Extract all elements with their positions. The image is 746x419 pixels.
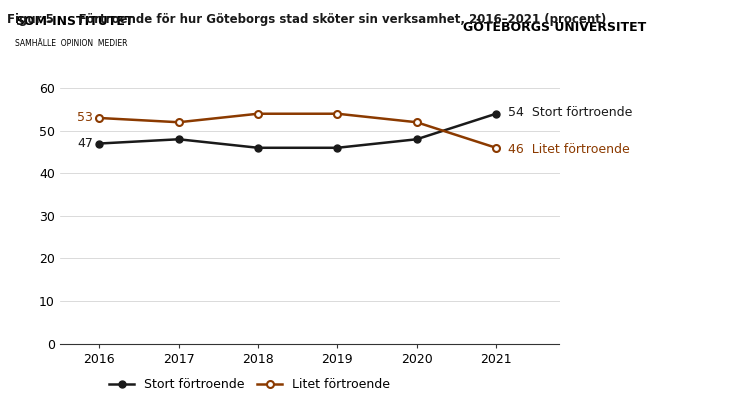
Text: 54  Stort förtroende: 54 Stort förtroende <box>508 106 633 119</box>
Text: SOM-INSTITUTET: SOM-INSTITUTET <box>15 15 134 28</box>
Text: 46  Litet förtroende: 46 Litet förtroende <box>508 142 630 155</box>
Text: 53: 53 <box>77 111 93 124</box>
Text: 47: 47 <box>77 137 93 150</box>
Text: GÖTEBORGS UNIVERSITET: GÖTEBORGS UNIVERSITET <box>463 21 646 34</box>
Text: SAMHÄLLE  OPINION  MEDIER: SAMHÄLLE OPINION MEDIER <box>15 39 128 48</box>
Legend: Stort förtroende, Litet förtroende: Stort förtroende, Litet förtroende <box>104 373 395 396</box>
Text: Figur 5      Förtroende för hur Göteborgs stad sköter sin verksamhet, 2016–2021 : Figur 5 Förtroende för hur Göteborgs sta… <box>7 13 606 26</box>
